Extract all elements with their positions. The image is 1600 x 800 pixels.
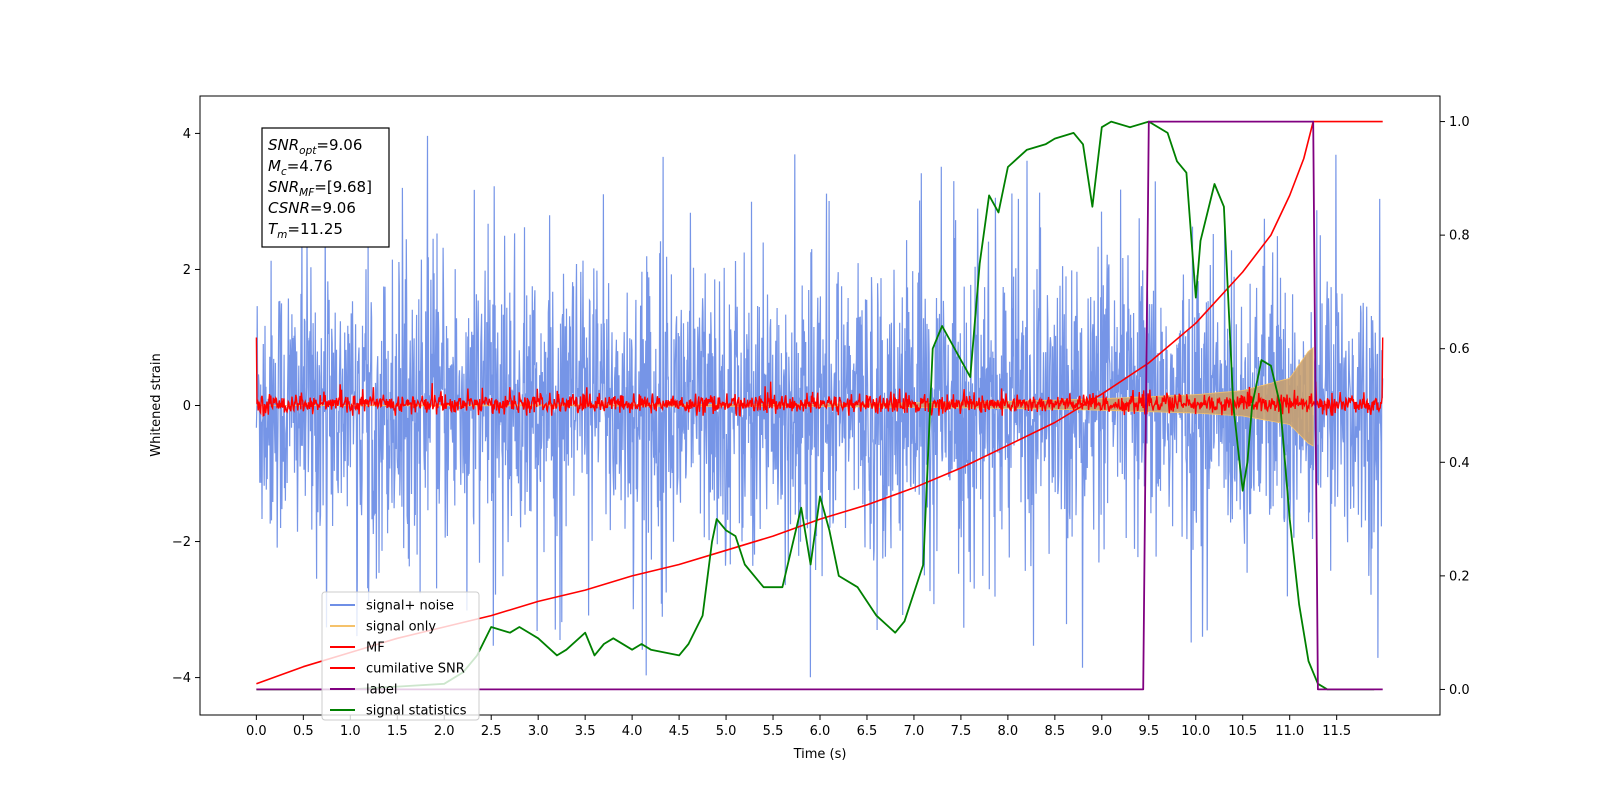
x-tick-label: 8.5 (1045, 724, 1066, 739)
series-signal-only-chirp (256, 346, 1314, 447)
x-axis: 0.0 0.5 1.0 1.5 2.0 2.5 3.0 3.5 4.0 4.5 5.0 5.5 6.0 6… (246, 715, 1351, 739)
x-tick-label: 4.0 (622, 724, 643, 739)
series-label-line (256, 120, 1383, 691)
legend-frame (321, 591, 480, 721)
x-tick-label: 10.5 (1228, 724, 1257, 739)
legend-entry-label: MF (366, 641, 385, 656)
y2-tick-label: 0.8 (1449, 229, 1470, 244)
x-tick-label: 11.0 (1275, 724, 1304, 739)
x-tick-label: 7.5 (951, 724, 972, 739)
x-tick-label: 5.0 (716, 724, 737, 739)
annotation-line: Mc=4.76 (268, 157, 333, 178)
x-tick-label: 5.5 (763, 724, 784, 739)
y-tick-label: −2 (172, 535, 191, 550)
y-tick-label: 0 (183, 399, 191, 414)
series-signal-statistics-line (256, 120, 1375, 691)
legend-entry-label: signal only (366, 620, 436, 635)
y2-tick-label: 0.6 (1449, 342, 1470, 357)
x-tick-label: 2.5 (481, 724, 502, 739)
legend-entry-label: label (366, 683, 397, 698)
x-tick-label: 11.5 (1322, 724, 1351, 739)
y2-tick-label: 0.0 (1449, 683, 1470, 698)
x-tick-label: 8.0 (998, 724, 1019, 739)
legend: signal+ noise signal only MF cumilative SNR… (321, 591, 480, 721)
y2-tick-label: 0.4 (1449, 456, 1470, 471)
y-axis-right: 0.0 0.2 0.4 0.6 0.8 1.0 (1440, 115, 1470, 698)
legend-entry-label: signal+ noise (366, 599, 454, 614)
legend-entry-label: signal statistics (366, 704, 467, 719)
annotation-line: SNRMF=[9.68] (268, 178, 372, 199)
x-tick-label: 10.0 (1181, 724, 1210, 739)
x-tick-label: 2.0 (434, 724, 455, 739)
x-tick-label: 3.5 (575, 724, 596, 739)
x-tick-label: 1.0 (340, 724, 361, 739)
annotation-line: CSNR=9.06 (268, 199, 356, 217)
y-tick-label: 2 (183, 263, 191, 278)
annotation-line: Tm=11.25 (268, 220, 343, 241)
x-axis-label: Time (s) (793, 747, 847, 762)
y-tick-label: −4 (172, 671, 191, 686)
y2-tick-label: 1.0 (1449, 115, 1470, 130)
x-tick-label: 6.5 (857, 724, 878, 739)
y-axis-left: −4 −2 0 2 4 (172, 127, 200, 686)
series-mf-line (255, 337, 1384, 417)
annotation-frame (261, 127, 390, 248)
x-tick-label: 4.5 (669, 724, 690, 739)
x-tick-label: 3.0 (528, 724, 549, 739)
x-tick-label: 6.0 (810, 724, 831, 739)
x-tick-label: 0.0 (246, 724, 267, 739)
series-signal-noise-line (255, 135, 1384, 678)
legend-entry-label: cumilative SNR (366, 662, 465, 677)
y2-tick-label: 0.2 (1449, 569, 1470, 584)
x-tick-label: 9.5 (1138, 724, 1159, 739)
x-tick-label: 9.0 (1091, 724, 1112, 739)
y-tick-label: 4 (183, 127, 191, 142)
annotation-line: SNRopt=9.06 (268, 136, 362, 157)
x-tick-label: 1.5 (387, 724, 408, 739)
x-tick-label: 0.5 (293, 724, 314, 739)
x-tick-label: 7.0 (904, 724, 925, 739)
y-axis-label: Whitened strain (149, 353, 164, 456)
